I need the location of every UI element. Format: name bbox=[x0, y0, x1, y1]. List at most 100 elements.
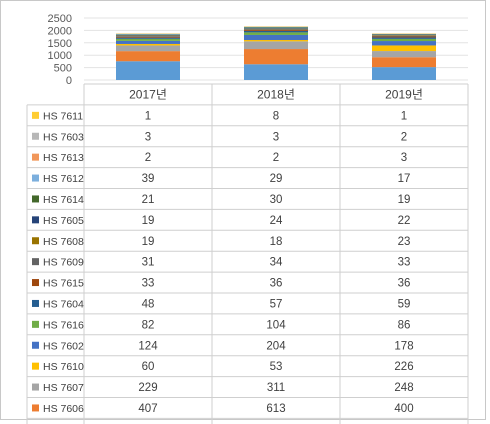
series-label: HS 7610 bbox=[43, 361, 84, 373]
legend-key bbox=[32, 279, 39, 287]
bar-segment-hs-7615 bbox=[372, 36, 436, 38]
y-tick-label: 500 bbox=[54, 63, 72, 75]
table-cell-value: 124 bbox=[138, 340, 158, 352]
table-cell-value: 3 bbox=[145, 131, 151, 143]
series-label: HS 7613 bbox=[43, 152, 84, 164]
legend-key bbox=[32, 362, 39, 370]
bar-segment-hs-7610 bbox=[244, 40, 308, 42]
table-cell-value: 33 bbox=[398, 257, 411, 269]
bar-segment-hs-7609 bbox=[372, 35, 436, 37]
bar-segment-hs-7615 bbox=[244, 30, 308, 31]
legend-key bbox=[32, 111, 39, 119]
table-cell-value: 22 bbox=[398, 215, 411, 227]
bar-segment-hs-7602 bbox=[372, 41, 436, 46]
table-cell-value: 400 bbox=[394, 403, 413, 415]
bar-segment-hs-7614 bbox=[244, 27, 308, 29]
series-label: HS 7615 bbox=[43, 278, 84, 290]
bar-segment-hs-7601 bbox=[244, 64, 308, 80]
legend-key bbox=[32, 153, 39, 161]
y-tick-label: 1500 bbox=[48, 38, 72, 50]
bar-segment-hs-7604 bbox=[372, 37, 436, 39]
bar-segment-hs-7609 bbox=[116, 36, 180, 37]
table-cell-value: 82 bbox=[142, 319, 155, 331]
table-cell-value: 248 bbox=[394, 382, 413, 394]
table-cell-value: 21 bbox=[142, 194, 155, 206]
bar-segment-hs-7609 bbox=[244, 29, 308, 31]
table-cell-value: 59 bbox=[398, 298, 411, 310]
y-tick-label: 1000 bbox=[48, 50, 72, 62]
table-cell-value: 39 bbox=[142, 173, 155, 185]
table-cell-value: 204 bbox=[266, 340, 286, 352]
legend-key bbox=[32, 404, 39, 412]
table-cell-value: 8 bbox=[273, 110, 279, 122]
bar-segment-hs-7607 bbox=[372, 51, 436, 58]
series-label: HS 7606 bbox=[43, 403, 84, 415]
bar-segment-hs-7616 bbox=[244, 32, 308, 35]
table-cell-value: 31 bbox=[142, 257, 155, 269]
legend-key bbox=[32, 299, 39, 307]
table-cell-value: 17 bbox=[398, 173, 411, 185]
series-label: HS 7602 bbox=[43, 340, 84, 352]
table-cell-value: 311 bbox=[267, 382, 285, 394]
bar-segment-hs-7607 bbox=[244, 41, 308, 50]
series-label: HS 7607 bbox=[43, 382, 84, 394]
bar-segment-hs-7606 bbox=[116, 51, 180, 62]
series-label: HS 7608 bbox=[43, 236, 84, 248]
table-cell-value: 2 bbox=[273, 152, 279, 164]
bar-segment-hs-7606 bbox=[244, 49, 308, 65]
bar-segment-hs-7612 bbox=[244, 26, 308, 28]
table-cell-value: 53 bbox=[270, 361, 283, 373]
table-cell-value: 34 bbox=[270, 257, 283, 269]
series-label: HS 7604 bbox=[43, 298, 84, 310]
category-label: 2018년 bbox=[257, 87, 295, 101]
y-tick-label: 2500 bbox=[48, 13, 72, 25]
bar-segment-hs-7608 bbox=[372, 35, 436, 36]
bar-segment-hs-7606 bbox=[372, 57, 436, 68]
table-cell-value: 2 bbox=[145, 152, 151, 164]
table-cell-value: 104 bbox=[266, 319, 286, 331]
series-label: HS 7612 bbox=[43, 173, 84, 185]
legend-key bbox=[32, 383, 39, 391]
table-cell-value: 18 bbox=[270, 236, 283, 248]
legend-key bbox=[32, 174, 39, 182]
table-cell-value: 29 bbox=[270, 173, 283, 185]
y-tick-label: 0 bbox=[66, 75, 72, 87]
table-cell-value: 36 bbox=[270, 278, 283, 290]
table-cell-value: 30 bbox=[270, 194, 283, 206]
table-cell-value: 23 bbox=[398, 236, 411, 248]
table-cell-value: 19 bbox=[398, 194, 411, 206]
table-cell-value: 1 bbox=[145, 110, 151, 122]
bar-segment-hs-7614 bbox=[116, 34, 180, 36]
bar-segment-hs-7610 bbox=[372, 45, 436, 52]
table-cell-value: 178 bbox=[394, 340, 413, 352]
category-label: 2017년 bbox=[129, 87, 167, 101]
bar-segment-hs-7610 bbox=[116, 43, 180, 46]
table-cell-value: 33 bbox=[142, 278, 155, 290]
table-cell-value: 57 bbox=[270, 298, 283, 310]
bar-segment-hs-7605 bbox=[244, 28, 308, 29]
series-label: HS 7609 bbox=[43, 257, 84, 269]
bar-segment-hs-7602 bbox=[116, 40, 180, 44]
bar-segment-hs-7615 bbox=[116, 36, 180, 38]
series-label: HS 7614 bbox=[43, 194, 84, 206]
bar-segment-hs-7601 bbox=[372, 67, 436, 80]
table-cell-value: 60 bbox=[142, 361, 155, 373]
bar-segment-hs-7607 bbox=[116, 45, 180, 52]
bar-segment-hs-7604 bbox=[116, 37, 180, 39]
series-label: HS 7605 bbox=[43, 215, 84, 227]
table-cell-value: 48 bbox=[142, 298, 155, 310]
series-label: HS 7616 bbox=[43, 319, 84, 331]
bar-segment-hs-7605 bbox=[372, 34, 436, 36]
table-cell-value: 613 bbox=[266, 403, 285, 415]
bar-segment-hs-7616 bbox=[116, 38, 180, 41]
bar-segment-hs-7604 bbox=[244, 30, 308, 33]
bar-segment-hs-7616 bbox=[372, 38, 436, 42]
legend-key bbox=[32, 195, 39, 203]
y-tick-label: 2000 bbox=[48, 25, 72, 37]
table-cell-value: 86 bbox=[398, 319, 411, 331]
table-cell-value: 19 bbox=[142, 215, 155, 227]
legend-key bbox=[32, 132, 39, 140]
table-cell-value: 1 bbox=[401, 110, 407, 122]
